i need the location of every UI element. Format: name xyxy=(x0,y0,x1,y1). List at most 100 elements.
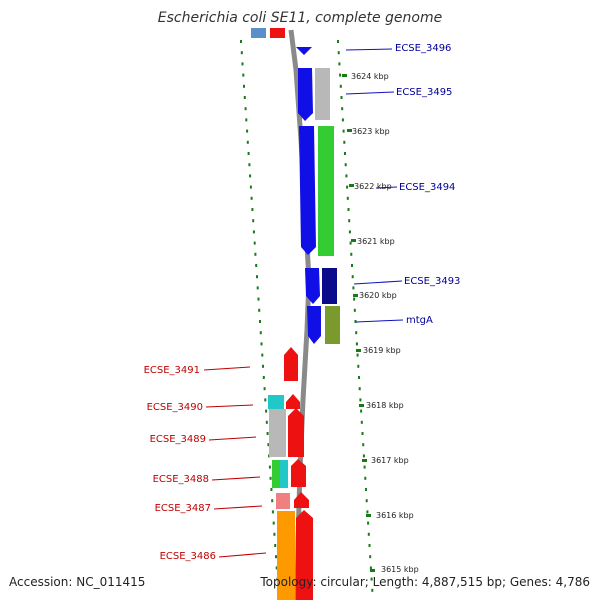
gene-label-ecse-3487[interactable]: ECSE_3487 xyxy=(155,503,211,514)
gene-arrow-ecse-3493[interactable] xyxy=(305,268,320,304)
left-guide-dot xyxy=(265,420,268,424)
right-guide-dot xyxy=(339,84,342,88)
gene-arrow-ecse-3496[interactable] xyxy=(296,47,312,55)
gene-feature[interactable] xyxy=(280,460,288,488)
gene-feature[interactable] xyxy=(272,460,280,488)
right-guide-dot xyxy=(352,286,355,290)
right-guide-dot xyxy=(370,577,373,581)
right-guide-dot xyxy=(358,387,361,391)
left-guide-dot xyxy=(259,331,262,335)
right-guide-dot xyxy=(338,62,341,66)
right-guide-dot xyxy=(356,353,359,357)
gene-feature[interactable] xyxy=(270,28,285,38)
right-guide-dot xyxy=(347,208,350,211)
left-guide-dot xyxy=(253,241,256,245)
left-guide-dot xyxy=(269,476,272,480)
right-guide-dot xyxy=(346,185,349,189)
gene-label-ecse-3490[interactable]: ECSE_3490 xyxy=(147,402,203,413)
gene-label-ecse-3491[interactable]: ECSE_3491 xyxy=(144,365,200,376)
gene-arrow-mtga[interactable] xyxy=(307,306,321,344)
right-guide-dot xyxy=(365,499,368,503)
right-guide-dot xyxy=(368,544,371,547)
right-guide-dot xyxy=(367,521,370,525)
right-guide-dot xyxy=(339,73,342,77)
right-guide-dot xyxy=(353,297,356,301)
right-guide-dot xyxy=(349,241,352,245)
right-guide-dot xyxy=(353,308,356,312)
gene-feature[interactable] xyxy=(322,268,337,304)
gene-label-ecse-3495[interactable]: ECSE_3495 xyxy=(396,87,452,98)
left-guide-dot xyxy=(243,96,246,99)
tick-label: 3617 kbp xyxy=(371,456,409,465)
left-guide-dot xyxy=(244,107,247,111)
gene-feature[interactable] xyxy=(325,306,340,344)
left-guide-dot xyxy=(271,510,274,514)
gene-label-ecse-3494[interactable]: ECSE_3494 xyxy=(399,182,455,193)
right-guide-dot xyxy=(363,465,366,469)
gene-label-ecse-3493[interactable]: ECSE_3493 xyxy=(404,276,460,287)
tick-label: 3616 kbp xyxy=(376,511,414,520)
right-guide-dot xyxy=(364,476,367,480)
gene-label-ecse-3489[interactable]: ECSE_3489 xyxy=(150,434,206,445)
left-guide-dot xyxy=(246,129,249,133)
right-guide-dot xyxy=(344,152,346,155)
left-guide-dot xyxy=(267,443,270,447)
gene-label-ecse-3488[interactable]: ECSE_3488 xyxy=(153,474,209,485)
gene-arrow-ecse-3489[interactable] xyxy=(288,408,304,457)
gene-feature[interactable] xyxy=(277,511,295,600)
left-guide-dot xyxy=(249,185,252,189)
gene-feature[interactable] xyxy=(276,493,290,509)
gene-feature[interactable] xyxy=(286,394,300,409)
left-guide-dot xyxy=(262,364,264,368)
right-guide-dot xyxy=(348,219,351,223)
right-guide-dot xyxy=(355,331,358,335)
right-guide-dot xyxy=(342,129,345,133)
forward-leader-lines xyxy=(345,48,404,323)
right-guide-dot xyxy=(362,454,365,458)
left-guide-dot xyxy=(256,275,258,279)
gene-arrow-ecse-3494[interactable] xyxy=(299,126,316,255)
gene-label-ecse-3496[interactable]: ECSE_3496 xyxy=(395,43,451,54)
right-guide-dot xyxy=(351,275,354,279)
gene-arrow-ecse-3491[interactable] xyxy=(284,347,298,381)
gene-feature[interactable] xyxy=(315,68,330,120)
left-guide-dot xyxy=(254,252,257,256)
right-guide-dot xyxy=(343,140,346,144)
left-guide-dot xyxy=(242,73,245,77)
right-guide-dot xyxy=(337,51,340,55)
gene-arrow-ecse-3490[interactable] xyxy=(269,409,286,457)
gene-feature[interactable] xyxy=(251,28,266,38)
map-title: Escherichia coli SE11, complete genome xyxy=(158,10,442,26)
right-guide-dot xyxy=(367,532,370,536)
gene-arrow-ecse-3486[interactable] xyxy=(296,510,313,600)
gene-arrow-ecse-3487[interactable] xyxy=(294,492,309,508)
left-guide-dot xyxy=(240,40,242,43)
left-guide-dot xyxy=(265,409,268,413)
left-guide-dot xyxy=(249,174,252,178)
left-guide-dot xyxy=(261,353,264,357)
left-guide-dot xyxy=(256,286,259,290)
gene-feature[interactable] xyxy=(268,395,284,409)
left-guide-dot xyxy=(247,152,250,155)
left-guide-dot xyxy=(255,264,258,267)
tick-marks xyxy=(342,74,375,572)
gene-label-mtga[interactable]: mtgA xyxy=(406,315,433,326)
gene-label-ecse-3486[interactable]: ECSE_3486 xyxy=(160,551,216,562)
left-guide-dot xyxy=(270,488,273,491)
right-guide-dot xyxy=(340,96,343,99)
right-guide-dot xyxy=(365,488,367,491)
right-guide-dot xyxy=(344,163,347,167)
right-guide-dot xyxy=(369,566,372,570)
gene-feature[interactable] xyxy=(318,126,334,256)
left-guide-dot xyxy=(241,62,244,66)
gene-arrow-ecse-3488[interactable] xyxy=(291,459,306,487)
gene-arrow-ecse-3495[interactable] xyxy=(298,68,313,121)
tick-label: 3615 kbp xyxy=(381,565,419,574)
right-guide-dot xyxy=(369,555,372,559)
right-guide-dot xyxy=(348,230,351,234)
left-guide-dot xyxy=(260,342,263,346)
left-guide-dot xyxy=(271,499,274,503)
left-guide-dot xyxy=(259,320,261,323)
right-guide-dot xyxy=(362,443,365,447)
